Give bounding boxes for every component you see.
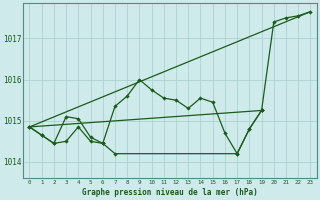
X-axis label: Graphe pression niveau de la mer (hPa): Graphe pression niveau de la mer (hPa) (82, 188, 258, 197)
